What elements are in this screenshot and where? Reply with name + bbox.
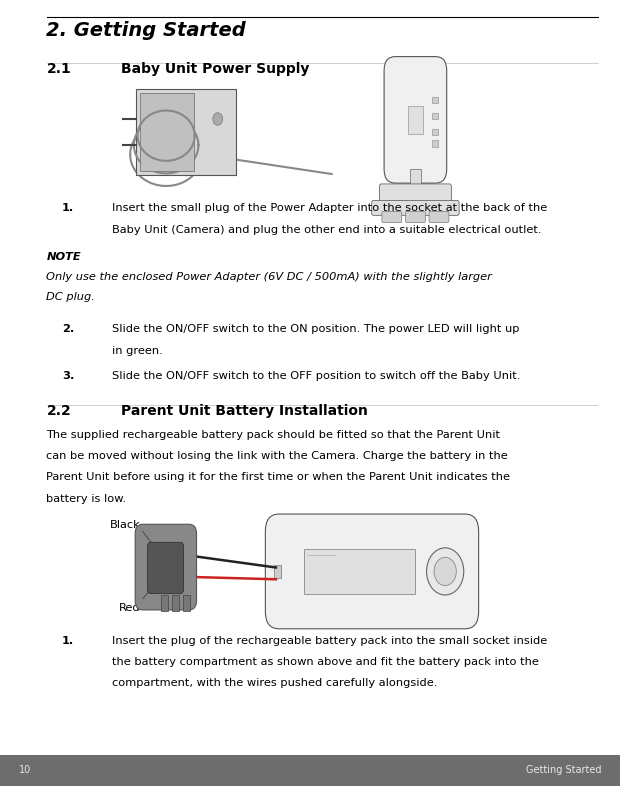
Text: 2.: 2. xyxy=(62,324,74,334)
Text: 2. Getting Started: 2. Getting Started xyxy=(46,21,246,40)
Text: Insert the small plug of the Power Adapter into the socket at the back of the: Insert the small plug of the Power Adapt… xyxy=(112,203,547,213)
Text: in green.: in green. xyxy=(112,346,162,356)
Bar xyxy=(433,140,438,146)
Text: 10: 10 xyxy=(19,766,31,775)
Bar xyxy=(183,595,190,611)
Text: Black: Black xyxy=(110,520,141,530)
Bar xyxy=(433,97,438,103)
Text: Red: Red xyxy=(119,603,141,613)
FancyBboxPatch shape xyxy=(136,89,236,175)
Bar xyxy=(274,565,281,578)
Text: The supplied rechargeable battery pack should be fitted so that the Parent Unit: The supplied rechargeable battery pack s… xyxy=(46,430,500,440)
Circle shape xyxy=(213,112,223,125)
Bar xyxy=(433,112,438,119)
FancyBboxPatch shape xyxy=(148,542,184,593)
Text: can be moved without losing the link with the Camera. Charge the battery in the: can be moved without losing the link wit… xyxy=(46,451,508,461)
Text: the battery compartment as shown above and fit the battery pack into the: the battery compartment as shown above a… xyxy=(112,657,539,667)
FancyBboxPatch shape xyxy=(382,211,402,222)
FancyBboxPatch shape xyxy=(372,200,459,215)
Bar xyxy=(408,105,423,134)
Bar xyxy=(172,595,179,611)
Text: Slide the ON/OFF switch to the ON position. The power LED will light up: Slide the ON/OFF switch to the ON positi… xyxy=(112,324,519,334)
Bar xyxy=(140,93,194,171)
Text: Baby Unit (Camera) and plug the other end into a suitable electrical outlet.: Baby Unit (Camera) and plug the other en… xyxy=(112,225,541,235)
Circle shape xyxy=(434,557,456,586)
Text: 1.: 1. xyxy=(62,203,74,213)
Text: DC plug.: DC plug. xyxy=(46,292,95,303)
Bar xyxy=(161,595,168,611)
Text: 1.: 1. xyxy=(62,636,74,646)
FancyBboxPatch shape xyxy=(429,211,449,222)
Text: Getting Started: Getting Started xyxy=(526,766,601,775)
FancyBboxPatch shape xyxy=(384,57,446,183)
Text: Only use the enclosed Power Adapter (6V DC / 500mA) with the slightly larger: Only use the enclosed Power Adapter (6V … xyxy=(46,272,492,282)
Text: NOTE: NOTE xyxy=(46,252,81,262)
Bar xyxy=(433,129,438,135)
FancyBboxPatch shape xyxy=(265,514,479,629)
Text: battery is low.: battery is low. xyxy=(46,494,126,504)
Text: 2.2: 2.2 xyxy=(46,404,71,418)
FancyBboxPatch shape xyxy=(135,524,197,610)
Text: Baby Unit Power Supply: Baby Unit Power Supply xyxy=(121,62,309,76)
Bar xyxy=(410,169,421,186)
FancyBboxPatch shape xyxy=(405,211,425,222)
Text: 2.1: 2.1 xyxy=(46,62,71,76)
Text: Parent Unit before using it for the first time or when the Parent Unit indicates: Parent Unit before using it for the firs… xyxy=(46,472,510,483)
Text: Slide the ON/OFF switch to the OFF position to switch off the Baby Unit.: Slide the ON/OFF switch to the OFF posit… xyxy=(112,371,520,381)
Text: Insert the plug of the rechargeable battery pack into the small socket inside: Insert the plug of the rechargeable batt… xyxy=(112,636,547,646)
Text: 3.: 3. xyxy=(62,371,74,381)
Text: compartment, with the wires pushed carefully alongside.: compartment, with the wires pushed caref… xyxy=(112,678,437,689)
Bar xyxy=(304,549,415,594)
Circle shape xyxy=(427,548,464,595)
Text: Parent Unit Battery Installation: Parent Unit Battery Installation xyxy=(121,404,368,418)
Bar xyxy=(0,755,620,786)
FancyBboxPatch shape xyxy=(379,184,451,203)
